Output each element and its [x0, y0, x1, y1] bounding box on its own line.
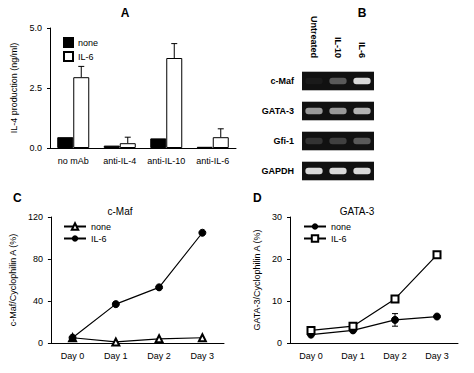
svg-text:B: B	[358, 6, 367, 20]
svg-text:C: C	[13, 191, 22, 205]
svg-text:IL-6: IL-6	[331, 234, 347, 244]
svg-text:IL-6: IL-6	[78, 52, 94, 62]
svg-text:anti-IL-6: anti-IL-6	[196, 156, 229, 166]
svg-text:0: 0	[277, 338, 282, 348]
svg-text:Day 1: Day 1	[104, 351, 128, 361]
svg-text:A: A	[121, 6, 130, 20]
svg-text:Day 3: Day 3	[425, 351, 449, 361]
svg-text:Day 3: Day 3	[191, 351, 215, 361]
svg-text:c-Maf: c-Maf	[270, 76, 295, 86]
svg-text:Day 2: Day 2	[383, 351, 407, 361]
svg-text:none: none	[91, 222, 111, 232]
svg-text:80: 80	[33, 254, 43, 264]
svg-text:Untreated: Untreated	[309, 16, 319, 58]
svg-text:0: 0	[38, 338, 43, 348]
svg-text:IL-4 production (ng/ml): IL-4 production (ng/ml)	[9, 43, 19, 134]
svg-text:10: 10	[272, 296, 282, 306]
svg-text:c-Maf/Cyclophilin A (%): c-Maf/Cyclophilin A (%)	[8, 234, 18, 327]
svg-text:30: 30	[272, 212, 282, 222]
svg-text:anti-IL-10: anti-IL-10	[147, 156, 185, 166]
svg-text:Day 0: Day 0	[61, 351, 85, 361]
svg-text:40: 40	[33, 296, 43, 306]
svg-text:Day 0: Day 0	[299, 351, 323, 361]
svg-text:IL-6: IL-6	[357, 42, 367, 58]
svg-text:GATA-3: GATA-3	[262, 106, 294, 116]
svg-text:none: none	[78, 38, 98, 48]
svg-text:IL-6: IL-6	[91, 234, 107, 244]
svg-text:Day 2: Day 2	[147, 351, 171, 361]
svg-text:0.0: 0.0	[29, 143, 42, 153]
svg-text:GATA-3/Cyclophilin A (%): GATA-3/Cyclophilin A (%)	[252, 229, 262, 330]
svg-text:120: 120	[28, 212, 43, 222]
svg-text:no mAb: no mAb	[58, 156, 89, 166]
svg-text:5.0: 5.0	[29, 23, 42, 33]
svg-text:D: D	[253, 191, 262, 205]
svg-text:2.5: 2.5	[29, 83, 42, 93]
svg-text:20: 20	[272, 254, 282, 264]
svg-text:IL-10: IL-10	[333, 37, 343, 58]
svg-text:Gfi-1: Gfi-1	[273, 136, 294, 146]
svg-text:c-Maf: c-Maf	[108, 206, 133, 217]
svg-text:Day 1: Day 1	[341, 351, 365, 361]
svg-text:GAPDH: GAPDH	[261, 166, 294, 176]
svg-text:none: none	[331, 222, 351, 232]
svg-text:anti-IL-4: anti-IL-4	[103, 156, 136, 166]
svg-text:GATA-3: GATA-3	[340, 206, 375, 217]
